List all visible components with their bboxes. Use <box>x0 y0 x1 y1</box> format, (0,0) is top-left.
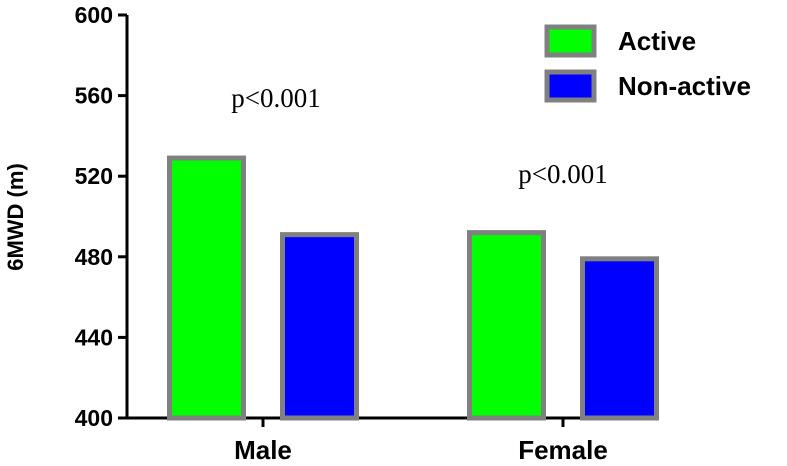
bars <box>167 155 659 421</box>
legend: Active Non-active <box>544 24 751 103</box>
annotations: p<0.001 p<0.001 <box>231 83 607 189</box>
y-axis-label: 6MWD (m) <box>3 163 28 271</box>
y-tick-label: 560 <box>75 83 113 109</box>
p-value-annotation: p<0.001 <box>231 83 320 113</box>
y-tick-label: 400 <box>75 405 113 431</box>
y-tick-label: 600 <box>75 2 113 28</box>
y-tick-label: 440 <box>75 324 113 350</box>
legend-swatch-active <box>544 24 597 58</box>
bar-non-active-female <box>580 256 659 421</box>
legend-label: Non-active <box>618 71 751 101</box>
legend-swatch-non-active <box>544 69 597 103</box>
legend-label: Active <box>618 26 696 56</box>
bar-non-active-male <box>280 232 359 421</box>
bar-active-male <box>167 155 246 421</box>
y-tick-label: 480 <box>75 244 113 270</box>
x-tick-label: Female <box>518 435 608 465</box>
axes: 400 440 480 520 560 600 Male Female <box>75 2 650 465</box>
y-tick-label: 520 <box>75 163 113 189</box>
x-tick-label: Male <box>234 435 292 465</box>
bar-active-female <box>467 230 546 421</box>
p-value-annotation: p<0.001 <box>518 159 607 189</box>
